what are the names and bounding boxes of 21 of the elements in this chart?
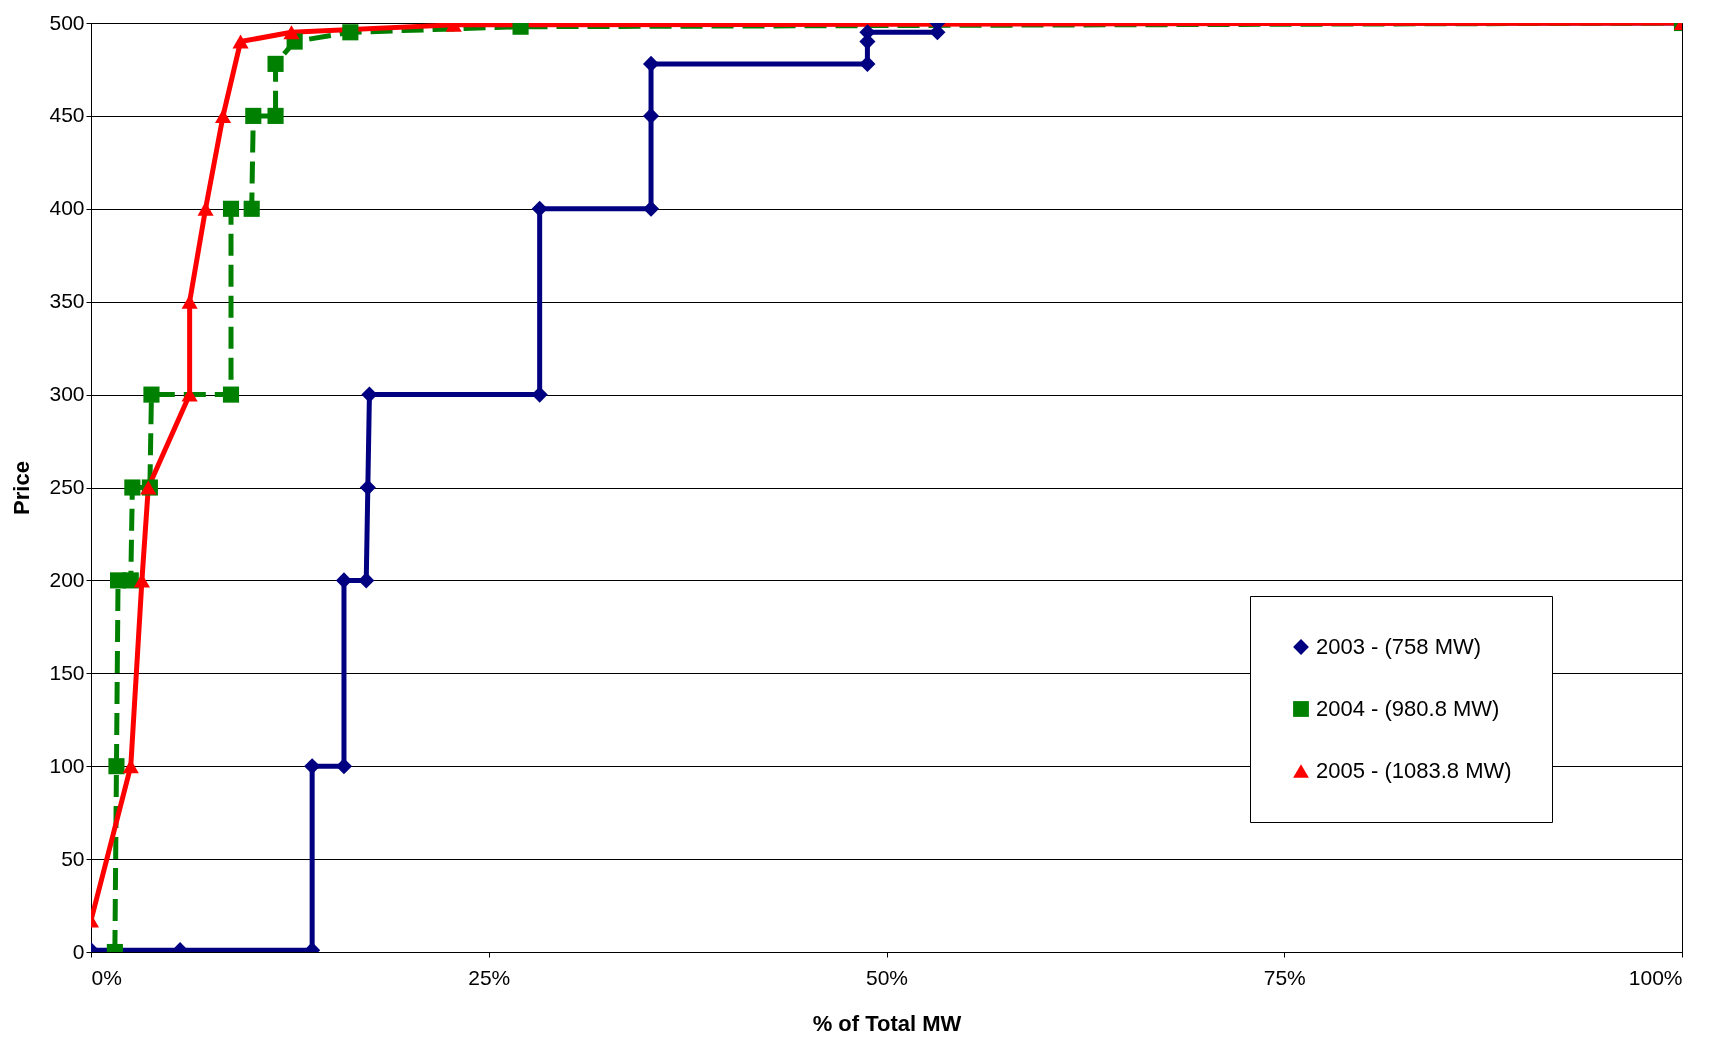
legend-label: 2004 - (980.8 MW) [1316, 696, 1500, 721]
y-tick-label: 450 [49, 103, 85, 127]
x-tick-label: 25% [468, 965, 511, 989]
y-tick-label: 300 [49, 382, 85, 406]
x-tick-label: 50% [865, 965, 909, 989]
y-tick-label: 150 [49, 660, 85, 684]
legend-label: 2003 - (758 MW) [1316, 634, 1482, 659]
y-tick-label: 250 [49, 475, 85, 498]
y-tick-label: 100 [49, 753, 85, 777]
x-axis-title: % of Total MW [812, 1010, 962, 1036]
y-axis-title: Price [9, 461, 35, 515]
x-tick-label: 75% [1263, 965, 1306, 989]
y-tick-label: 200 [49, 567, 85, 591]
x-tick-label: 100% [1628, 965, 1683, 989]
legend-label: 2005 - (1083.8 MW) [1316, 758, 1512, 783]
y-tick-label: 500 [49, 10, 85, 34]
x-tick-label: 0% [91, 965, 122, 989]
y-tick-label: 0 [72, 939, 85, 963]
y-tick-label: 400 [49, 196, 85, 220]
y-tick-label: 350 [49, 289, 85, 313]
y-tick-label: 50 [61, 846, 85, 870]
